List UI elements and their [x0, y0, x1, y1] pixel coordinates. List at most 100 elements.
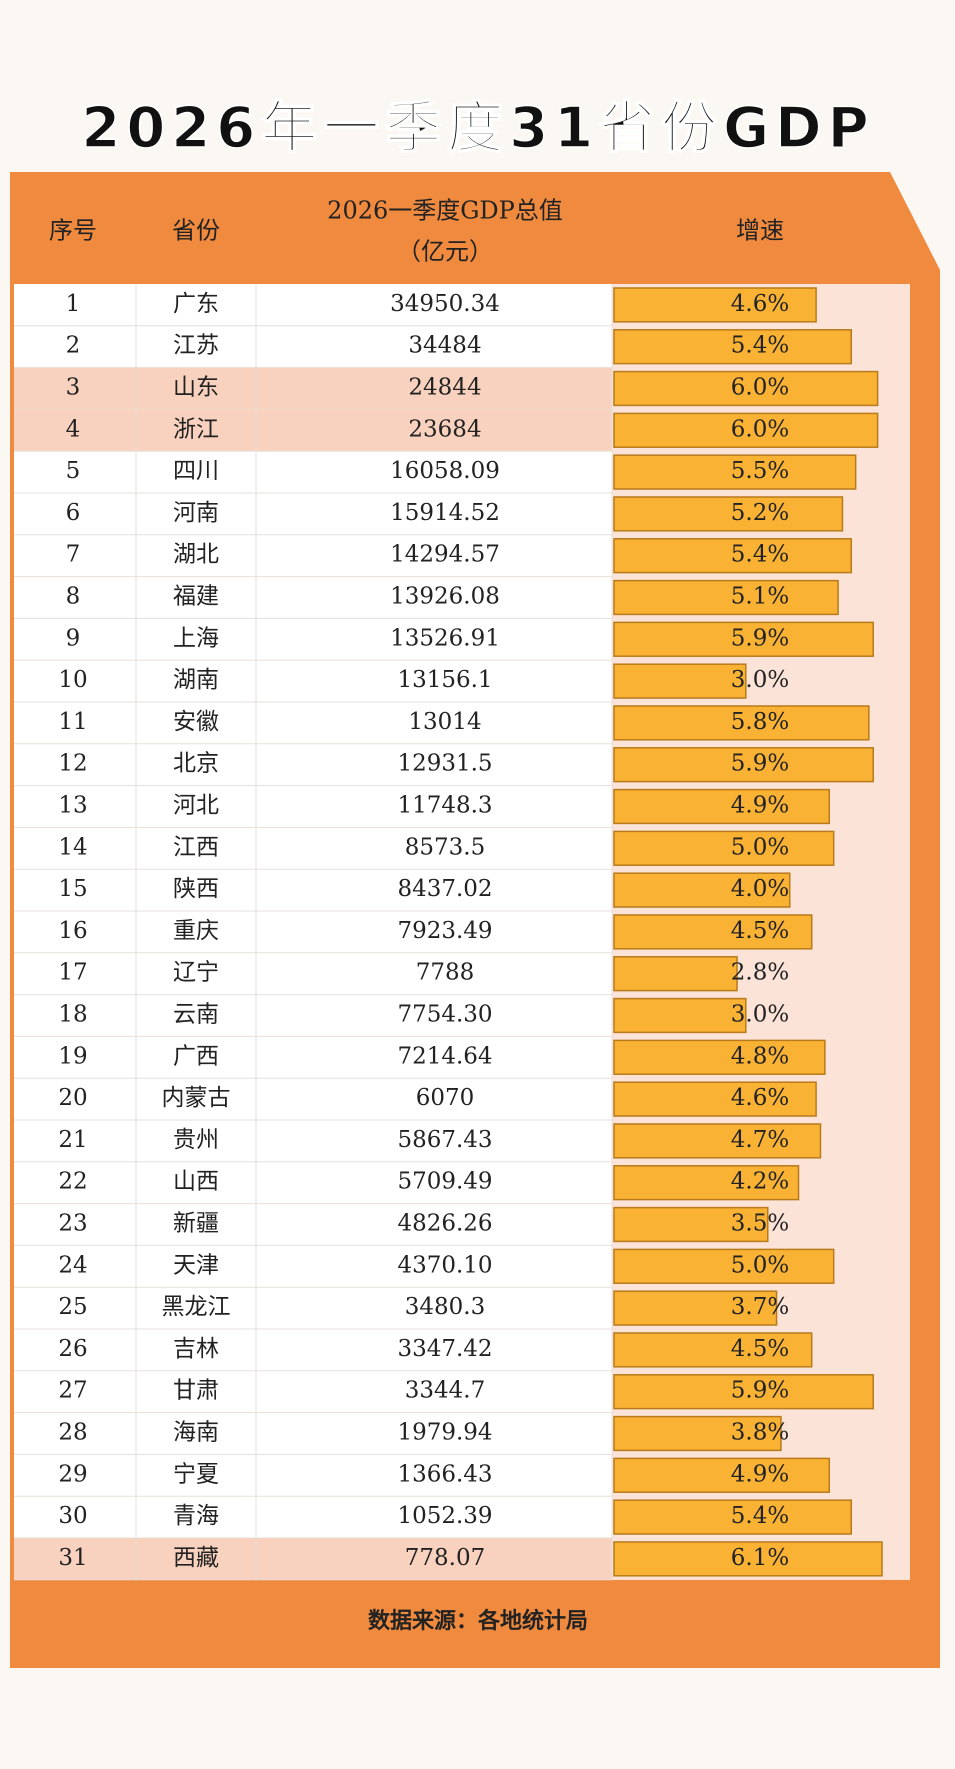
rank: 2 [66, 333, 81, 359]
province: 河北 [173, 793, 219, 819]
province: 山西 [173, 1169, 219, 1195]
province: 重庆 [173, 918, 219, 944]
column-header: 增速 [736, 217, 784, 245]
growth-label: 4.0% [731, 876, 789, 902]
growth-bar [613, 1290, 778, 1326]
growth-bar [613, 1039, 826, 1075]
growth-bar [613, 1165, 800, 1201]
growth-label: 5.2% [731, 500, 789, 526]
gdp: 13926.08 [390, 584, 500, 610]
province: 云南 [173, 1002, 219, 1028]
province: 河南 [173, 500, 219, 526]
gdp: 4370.10 [397, 1252, 492, 1278]
province: 内蒙古 [162, 1085, 231, 1111]
growth-bar [613, 1415, 782, 1452]
growth-bar [613, 454, 857, 490]
rank: 12 [58, 751, 87, 777]
rank: 28 [58, 1420, 87, 1446]
growth-bar [613, 1081, 817, 1117]
rank: 31 [58, 1545, 87, 1571]
rank: 26 [58, 1336, 87, 1362]
growth-bar [613, 329, 852, 365]
gdp: 14294.57 [390, 542, 500, 568]
rank: 13 [58, 793, 87, 819]
growth-bar [613, 663, 747, 699]
province: 湖北 [173, 542, 219, 568]
growth-label: 3.5% [731, 1211, 789, 1237]
growth-label: 3.0% [731, 1002, 789, 1028]
row-highlight [14, 409, 612, 452]
gdp: 5867.43 [397, 1127, 492, 1153]
province: 吉林 [173, 1336, 219, 1362]
gdp: 24844 [408, 375, 481, 401]
growth-bar [613, 1123, 822, 1159]
rank: 16 [58, 918, 87, 944]
column-header: 序号 [49, 217, 97, 245]
row-highlight [14, 367, 612, 410]
province: 湖南 [173, 667, 219, 693]
gdp: 23684 [408, 416, 481, 442]
growth-bar [613, 830, 835, 866]
province: 上海 [173, 625, 219, 651]
province: 安徽 [173, 709, 219, 735]
rank: 23 [58, 1211, 87, 1237]
growth-bar [613, 412, 879, 448]
growth-bar [613, 872, 791, 908]
province: 西藏 [173, 1545, 219, 1571]
column-header: 省份 [172, 217, 220, 245]
province: 辽宁 [173, 960, 219, 986]
growth-bar [613, 370, 879, 407]
gdp: 7923.49 [397, 918, 492, 944]
growth-label: 4.6% [731, 291, 789, 317]
province: 陕西 [173, 876, 219, 902]
province: 青海 [173, 1503, 219, 1529]
province: 广东 [173, 291, 219, 317]
gdp: 4826.26 [397, 1211, 492, 1237]
gdp: 13526.91 [390, 625, 500, 651]
gdp: 8573.5 [405, 834, 485, 860]
gdp: 3347.42 [397, 1336, 492, 1362]
province: 四川 [173, 458, 219, 484]
rank: 27 [58, 1378, 87, 1404]
province: 宁夏 [173, 1461, 219, 1487]
column-header: （亿元） [397, 238, 493, 266]
growth-bar [613, 956, 738, 992]
growth-label: 3.0% [731, 667, 789, 693]
growth-bar [613, 538, 852, 574]
growth-bar [613, 579, 839, 616]
gdp: 15914.52 [390, 500, 500, 526]
province: 海南 [173, 1420, 219, 1446]
growth-label: 5.0% [731, 834, 789, 860]
gdp: 7788 [416, 960, 475, 986]
gdp: 3344.7 [405, 1378, 485, 1404]
growth-label: 5.9% [731, 625, 789, 651]
rank: 1 [66, 291, 81, 317]
gdp: 16058.09 [390, 458, 500, 484]
province: 江苏 [173, 333, 219, 359]
growth-label: 6.0% [731, 416, 789, 442]
rank: 24 [58, 1252, 87, 1278]
growth-label: 6.0% [731, 375, 789, 401]
gdp: 7754.30 [397, 1002, 492, 1028]
rank: 8 [66, 584, 81, 610]
gdp: 5709.49 [397, 1169, 492, 1195]
rank: 20 [58, 1085, 87, 1111]
rank: 15 [58, 876, 87, 902]
gdp: 8437.02 [397, 876, 492, 902]
province: 黑龙江 [162, 1294, 231, 1320]
rank: 10 [58, 667, 87, 693]
growth-label: 4.9% [731, 1461, 789, 1487]
growth-bar [613, 1541, 883, 1577]
growth-bar [613, 914, 813, 950]
growth-bar [613, 621, 874, 657]
gdp: 1979.94 [397, 1420, 492, 1446]
rank: 6 [66, 500, 81, 526]
growth-label: 5.0% [731, 1252, 789, 1278]
province: 福建 [173, 584, 219, 610]
rank: 7 [66, 542, 81, 568]
province: 北京 [173, 751, 219, 777]
rank: 30 [58, 1503, 87, 1529]
rank: 19 [58, 1043, 87, 1069]
growth-label: 3.7% [731, 1294, 789, 1320]
